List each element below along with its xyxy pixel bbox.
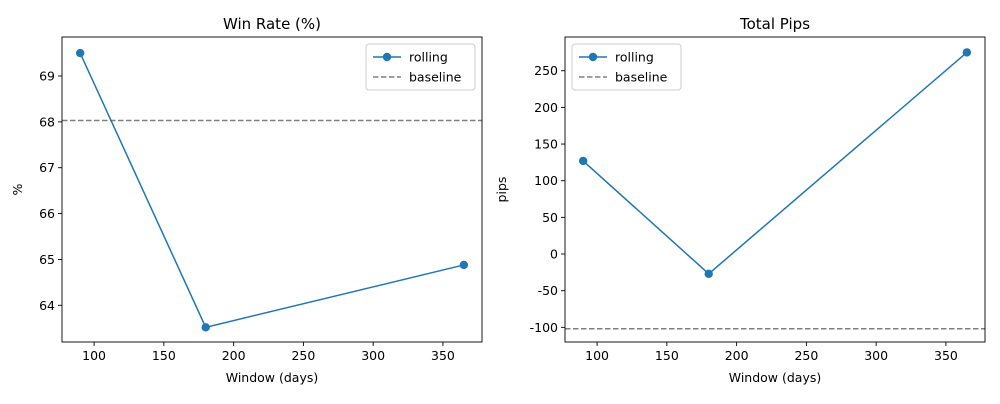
y-tick-label: -100 <box>530 320 558 335</box>
legend: rolling baseline <box>365 43 476 91</box>
y-tick-label: 67 <box>39 160 55 175</box>
legend-rolling-label: rolling <box>615 50 654 65</box>
y-tick-label: 68 <box>39 114 55 129</box>
x-tick-label: 100 <box>585 348 609 363</box>
x-tick-label: 350 <box>431 348 455 363</box>
x-tick-label: 150 <box>655 348 679 363</box>
chart-panel-2: Total Pips 100 150 200 250 300 350 -100 -50 0 50 10… <box>494 15 986 385</box>
x-tick-label: 300 <box>361 348 385 363</box>
x-tick-label: 200 <box>222 348 246 363</box>
chart-title: Total Pips <box>739 15 810 33</box>
y-tick-label: 64 <box>39 298 55 313</box>
x-tick-label: 350 <box>934 348 958 363</box>
legend-box <box>571 43 682 91</box>
x-tick-label: 300 <box>864 348 888 363</box>
legend: rolling baseline <box>571 43 682 91</box>
legend-box <box>365 43 476 91</box>
y-tick-label: 50 <box>542 210 558 225</box>
x-axis-label: Window (days) <box>226 370 319 385</box>
data-point <box>201 323 210 332</box>
series-line-rolling <box>79 52 465 329</box>
y-axis-label: % <box>10 183 25 195</box>
data-point <box>704 269 713 279</box>
chart-title: Win Rate (%) <box>223 15 321 33</box>
x-tick-label: 100 <box>82 348 106 363</box>
legend-baseline-label: baseline <box>615 70 668 85</box>
y-tick-label: 200 <box>534 100 558 115</box>
y-tick-label: 100 <box>534 173 558 188</box>
y-tick-label: 65 <box>39 252 55 267</box>
y-tick-label: 0 <box>550 247 558 262</box>
y-tick-label: 66 <box>39 206 55 221</box>
legend-baseline-label: baseline <box>409 70 462 85</box>
legend-rolling-marker <box>382 52 392 62</box>
y-tick-label: -50 <box>538 283 558 298</box>
plot-frame <box>61 36 483 343</box>
y-tick-label: 150 <box>534 137 558 152</box>
x-tick-label: 250 <box>794 348 818 363</box>
chart-panel-1: Win Rate (%) 100 150 200 250 300 350 64 65 66 67 68… <box>10 15 483 385</box>
x-axis-label: Window (days) <box>729 370 822 385</box>
data-point <box>962 48 972 57</box>
data-point <box>459 260 469 270</box>
legend-rolling-label: rolling <box>409 50 448 65</box>
legend-rolling-marker <box>588 52 598 62</box>
y-axis-label: pips <box>494 177 509 203</box>
y-tick-label: 69 <box>39 68 55 83</box>
data-point <box>578 156 588 166</box>
x-tick-label: 150 <box>152 348 176 363</box>
x-tick-label: 250 <box>291 348 315 363</box>
plot-frame <box>564 36 986 343</box>
data-point <box>75 48 85 58</box>
x-tick-label: 200 <box>725 348 749 363</box>
y-tick-label: 250 <box>534 63 558 78</box>
